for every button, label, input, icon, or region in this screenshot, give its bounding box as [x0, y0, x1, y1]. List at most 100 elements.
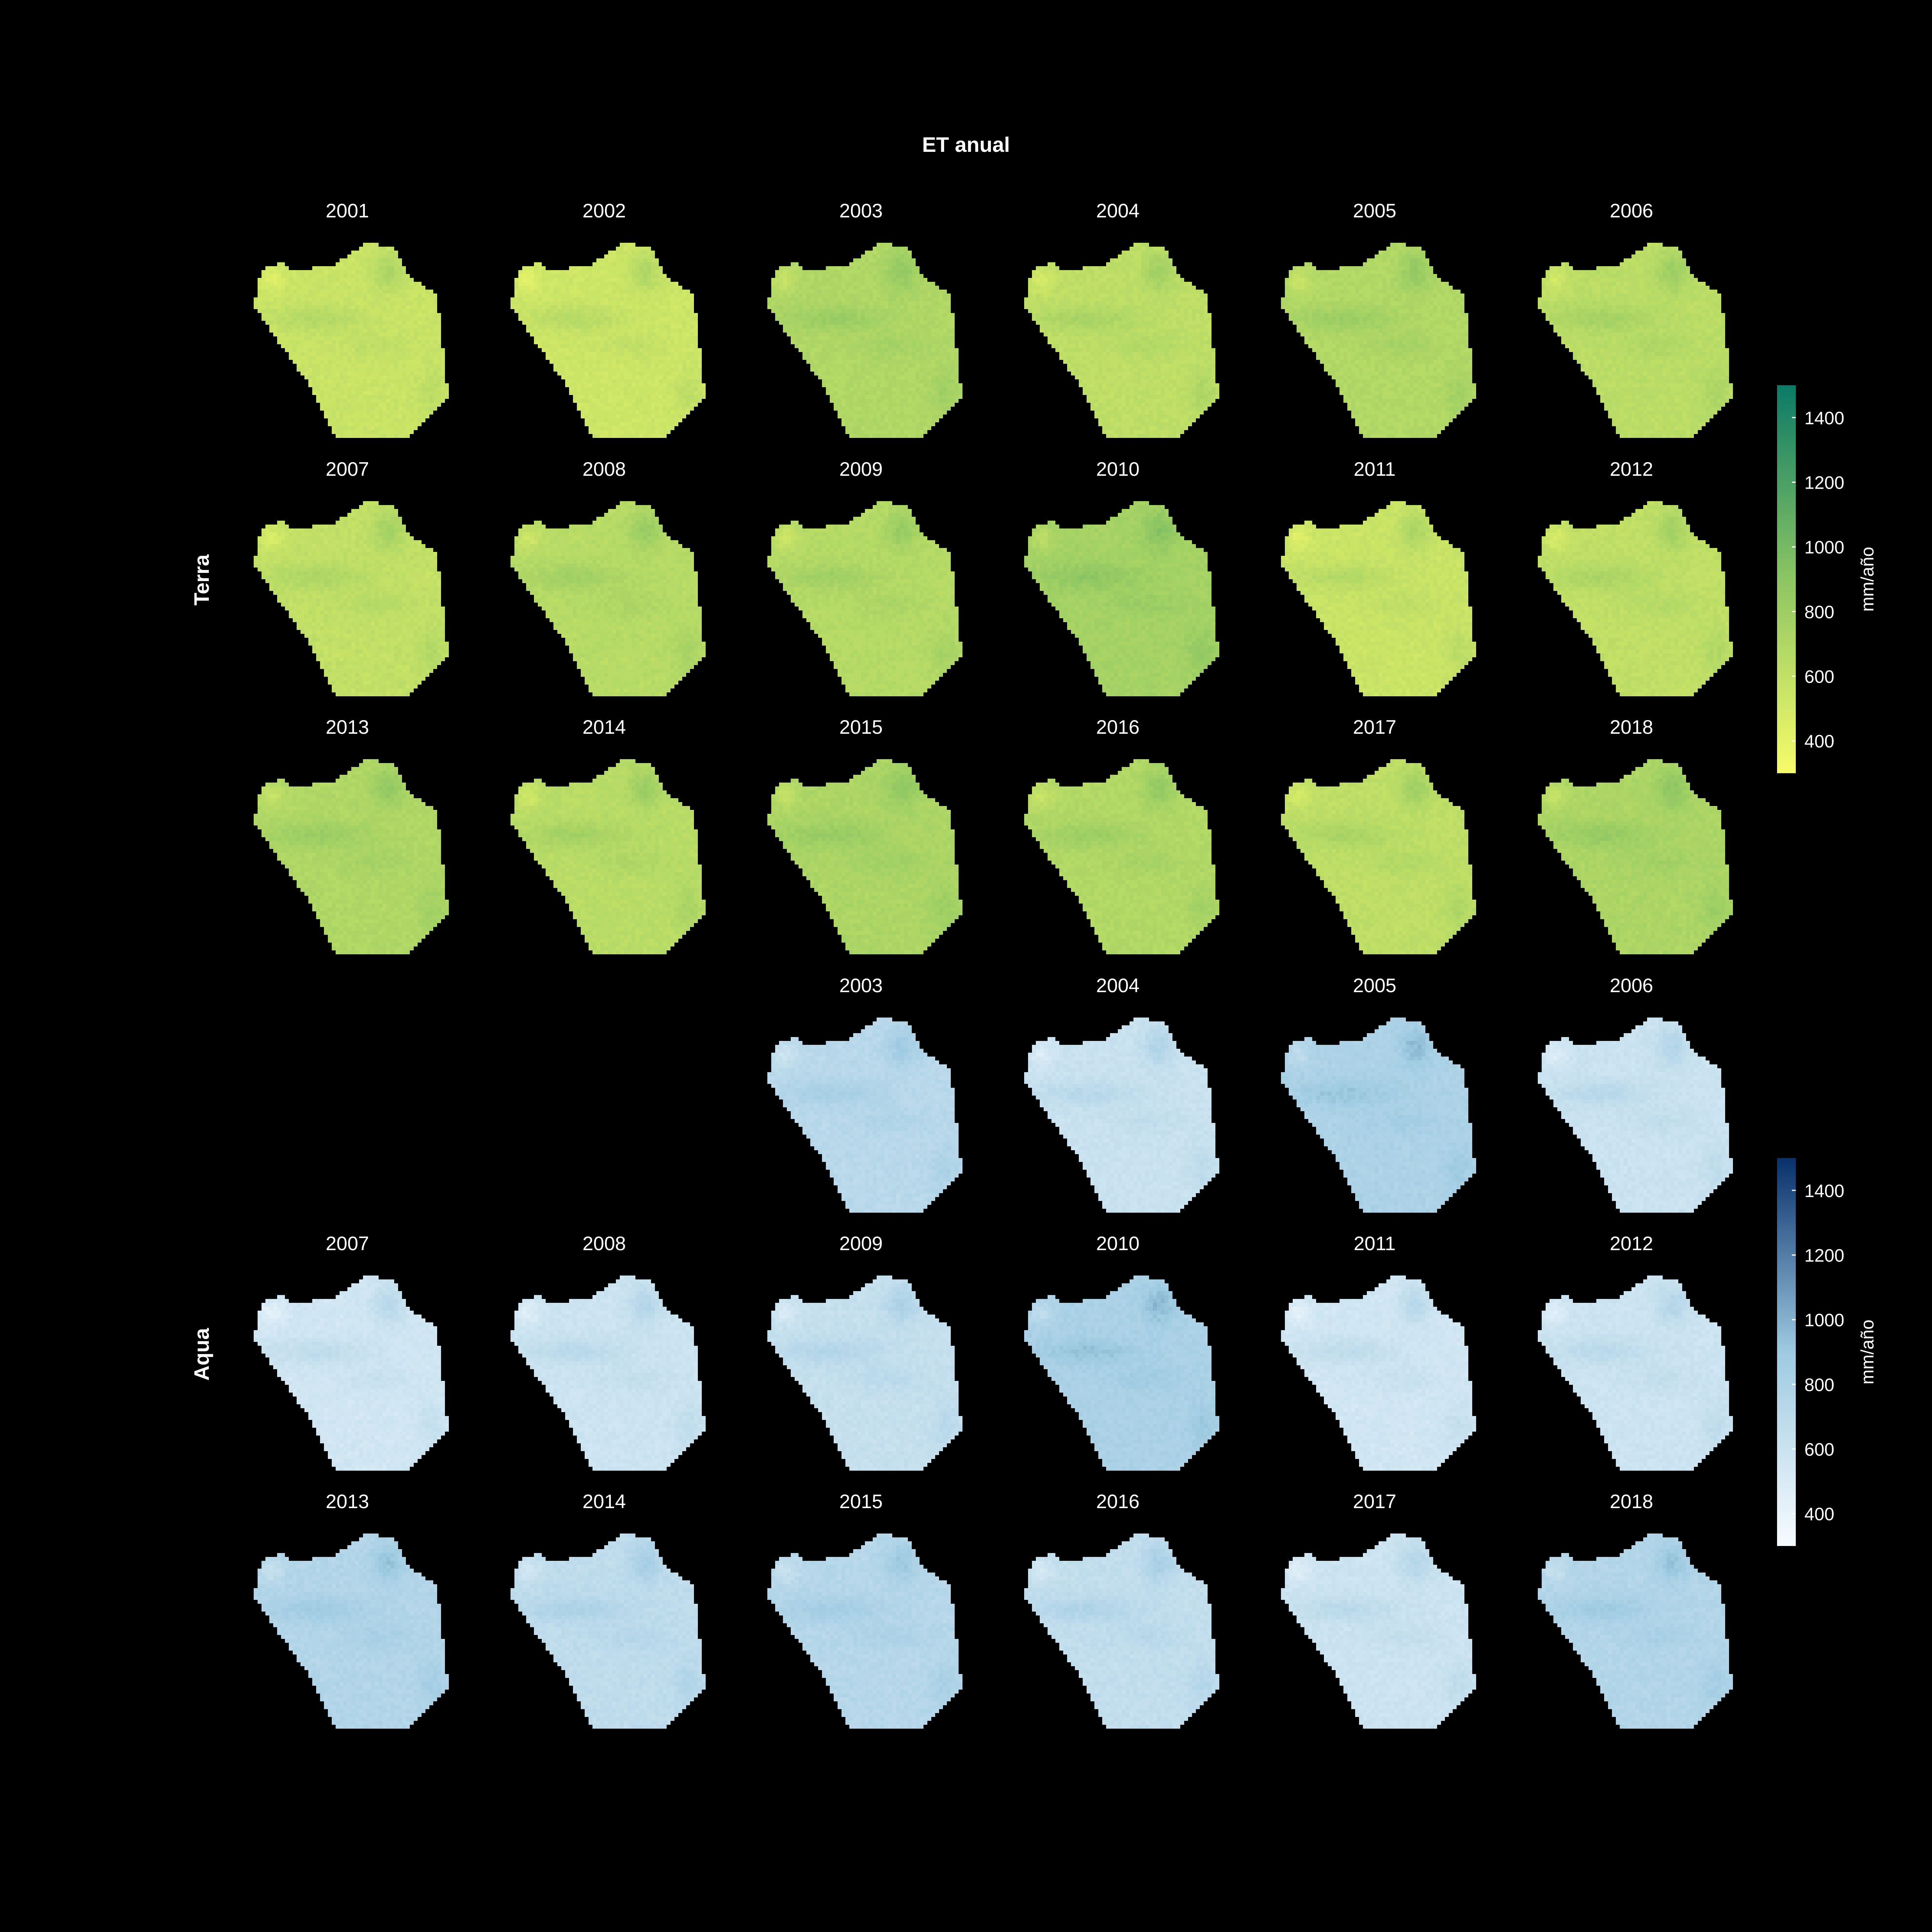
- basin-cells: [1281, 1534, 1472, 1729]
- basin-cells: [767, 767, 955, 954]
- basin-cells: [1557, 505, 1725, 673]
- basin-cells: [1024, 1018, 1215, 1213]
- colorbar-tick-label: 1000: [1804, 1310, 1844, 1330]
- basin-cells: [273, 1307, 281, 1318]
- basin-cells: [522, 1307, 526, 1311]
- panel-terra-2014: 2014: [511, 716, 706, 954]
- basin-cells: [1550, 247, 1729, 418]
- panel-aqua-2005: 2005: [1281, 975, 1476, 1213]
- basin-cells: [1285, 501, 1476, 696]
- basin-cells: [1553, 278, 1557, 282]
- basin-cells: [258, 247, 449, 438]
- panel-aqua-2015: 2015: [767, 1491, 962, 1729]
- basin-cells: [518, 1557, 542, 1580]
- basin-cells: [1293, 1553, 1316, 1588]
- basin-cells: [779, 270, 787, 290]
- panel-title: 2001: [326, 200, 369, 222]
- basin-cells: [1410, 1557, 1418, 1565]
- basin-cells: [386, 266, 394, 278]
- basin-cells: [1557, 771, 1725, 919]
- group-label-aqua: Aqua: [190, 1328, 213, 1381]
- basin-cells: [775, 1537, 962, 1709]
- basin-cells: [1550, 274, 1561, 286]
- basin-cells: [511, 243, 706, 438]
- basin-cells: [514, 1299, 538, 1326]
- basin-cells: [1281, 763, 1476, 954]
- basin-cells: [1024, 501, 1219, 696]
- basin-cells: [542, 251, 698, 407]
- basin-cells: [1550, 790, 1561, 794]
- basin-cells: [511, 243, 706, 438]
- basin-map: [254, 243, 449, 438]
- basin-cells: [1293, 1307, 1308, 1322]
- panel-title: 2012: [1610, 1233, 1653, 1254]
- basin-cells: [258, 1276, 449, 1471]
- basin-map: [1024, 1276, 1219, 1471]
- basin-cells: [1340, 258, 1421, 321]
- basin-cells: [1293, 1049, 1300, 1060]
- basin-cells: [518, 532, 538, 544]
- basin-cells: [1028, 1295, 1059, 1330]
- basin-cells: [1546, 1569, 1553, 1576]
- basin-cells: [1667, 1295, 1678, 1315]
- panel-title: 2005: [1353, 200, 1396, 222]
- basin-map: [1538, 759, 1733, 954]
- basin-cells: [514, 528, 542, 556]
- basin-cells: [892, 783, 912, 790]
- panel-title: 2014: [582, 716, 626, 738]
- basin-cells: [304, 779, 398, 841]
- basin-cells: [1036, 1053, 1044, 1057]
- basin-cells: [1040, 1049, 1044, 1053]
- basin-cells: [775, 1303, 795, 1322]
- colorbar-tick-label: 600: [1804, 667, 1834, 687]
- basin-cells: [1024, 763, 1219, 954]
- basin-map: [1538, 1534, 1733, 1729]
- panel-aqua-2013: 2013: [254, 1491, 449, 1729]
- basin-cells: [1289, 763, 1476, 935]
- basin-map: [1024, 243, 1219, 438]
- panel-title: 2010: [1096, 1233, 1139, 1254]
- basin-cells: [1542, 247, 1733, 438]
- basin-cells: [1285, 783, 1312, 806]
- basin-cells: [297, 517, 437, 653]
- basin-cells: [1032, 1049, 1048, 1060]
- basin-map: [1281, 1534, 1476, 1729]
- basin-cells: [258, 1534, 449, 1729]
- basin-cells: [522, 536, 534, 544]
- colorbar-tick-label: 1200: [1804, 1245, 1844, 1266]
- basin-cells: [514, 763, 706, 935]
- basin-cells: [1332, 775, 1429, 841]
- basin-cells: [254, 1276, 445, 1471]
- basin-cells: [258, 525, 285, 540]
- basin-cells: [1044, 794, 1048, 798]
- basin-map: [254, 501, 449, 696]
- basin-cells: [1032, 1041, 1055, 1068]
- basin-cells: [639, 262, 651, 282]
- basin-cells: [1667, 1557, 1678, 1569]
- basin-map: [1538, 501, 1733, 696]
- basin-cells: [1036, 532, 1048, 544]
- basin-cells: [1289, 525, 1316, 552]
- basin-cells: [1044, 509, 1215, 673]
- basin-cells: [522, 274, 534, 286]
- group-label-terra: Terra: [190, 554, 213, 606]
- basin-cells: [1538, 1537, 1733, 1729]
- panel-title: 2010: [1096, 458, 1139, 480]
- panel-title: 2014: [582, 1491, 626, 1512]
- basin-cells: [1324, 509, 1468, 661]
- basin-cells: [522, 278, 526, 282]
- basin-cells: [1316, 775, 1468, 919]
- basin-cells: [522, 1283, 702, 1443]
- basin-cells: [896, 262, 912, 278]
- basin-cells: [511, 1534, 702, 1729]
- basin-cells: [1550, 790, 1561, 802]
- basin-cells: [1589, 1033, 1682, 1099]
- basin-cells: [1297, 790, 1300, 794]
- panel-terra-2007: 2007: [254, 458, 449, 696]
- basin-cells: [1032, 783, 1055, 810]
- basin-cells: [1550, 278, 1553, 282]
- basin-map: [767, 1276, 962, 1471]
- basin-cells: [1550, 532, 1561, 544]
- basin-cells: [1293, 790, 1304, 802]
- basin-cells: [379, 786, 390, 790]
